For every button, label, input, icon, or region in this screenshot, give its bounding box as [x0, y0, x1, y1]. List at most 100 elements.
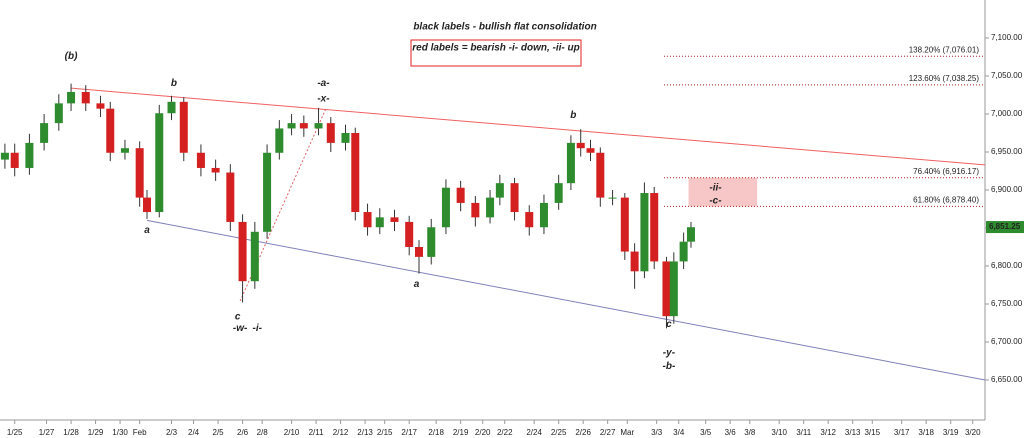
y-tick-label: 6,950.00	[991, 147, 1023, 156]
headline: black labels - bullish flat consolidatio…	[413, 22, 596, 33]
candle-body	[211, 167, 220, 173]
wave-label: -x-	[317, 93, 330, 104]
x-tick-label: 2/20	[475, 428, 491, 437]
x-tick-label: 1/27	[39, 428, 55, 437]
wave-label: c	[235, 312, 241, 323]
wave-label: b	[570, 110, 576, 121]
candle-body	[576, 142, 585, 149]
candle-body	[263, 152, 272, 232]
x-tick-label: Feb	[133, 428, 147, 437]
candle-body	[441, 187, 450, 228]
x-tick-label: 2/19	[453, 428, 469, 437]
candle-body	[120, 148, 129, 153]
trend-line	[146, 219, 986, 381]
candle-body	[405, 221, 414, 247]
y-tick-label: 7,100.00	[991, 33, 1023, 42]
candle-body	[363, 212, 372, 228]
candle-body	[106, 108, 115, 153]
candle-body	[299, 123, 308, 129]
y-tick-label: 6,800.00	[991, 261, 1023, 270]
x-tick-label: 3/8	[744, 428, 756, 437]
candle-body	[650, 193, 659, 262]
subheadline-box	[410, 39, 582, 67]
wave-label: a	[414, 279, 420, 290]
fib-label: 76.40% (6,916.17)	[913, 167, 979, 176]
wave-label: -ii-	[709, 182, 722, 193]
subheadline: red labels = bearish -i- down, -ii- up	[412, 43, 580, 54]
y-tick-label: 6,650.00	[991, 375, 1023, 384]
candle-body	[10, 152, 19, 168]
x-tick-label: 2/25	[551, 428, 567, 437]
candle-body	[640, 193, 649, 272]
fib-label: 61.80% (6,878.40)	[913, 196, 979, 205]
wave-label: -i-	[253, 323, 263, 334]
candle-body	[375, 217, 384, 228]
wave-label: -b-	[663, 361, 676, 372]
candle-body	[495, 183, 504, 198]
candle-body	[662, 261, 671, 317]
x-tick-label: 2/26	[575, 428, 591, 437]
x-tick-label: 3/18	[918, 428, 934, 437]
candle-body	[554, 183, 563, 203]
x-tick-label: 2/6	[237, 428, 249, 437]
x-tick-label: 2/8	[257, 428, 269, 437]
x-tick-label: 3/6	[725, 428, 737, 437]
wave-label: c	[666, 319, 672, 330]
candle-body	[510, 183, 519, 213]
candle-body	[596, 152, 605, 198]
candle-body	[456, 187, 465, 203]
candle-body	[630, 251, 639, 272]
x-tick-label: 2/13	[357, 428, 373, 437]
wave-label: -w-	[233, 323, 248, 334]
y-tick-label: 6,700.00	[991, 337, 1023, 346]
x-tick-label: 2/11	[309, 428, 325, 437]
candle-body	[238, 221, 247, 282]
x-tick-label: 3/4	[673, 428, 685, 437]
y-tick-label: 7,050.00	[991, 71, 1023, 80]
candle-body	[620, 197, 629, 252]
x-tick-label: 3/19	[943, 428, 959, 437]
candle-body	[0, 152, 9, 160]
x-tick-label: 2/10	[284, 428, 300, 437]
x-tick-label: 3/15	[864, 428, 880, 437]
candle-body	[143, 197, 152, 213]
candle-body	[167, 101, 176, 114]
candle-body	[287, 123, 296, 129]
candle-body	[96, 103, 105, 109]
y-tick-label: 7,000.00	[991, 109, 1023, 118]
trend-line	[239, 108, 327, 302]
x-tick-label: 3/10	[771, 428, 787, 437]
candle-body	[414, 247, 423, 257]
last-price-box	[986, 221, 1024, 234]
x-tick-label: 2/3	[166, 428, 178, 437]
candle-body	[341, 133, 350, 143]
x-tick-label: 2/12	[333, 428, 349, 437]
candle-body	[40, 123, 49, 143]
candle-body	[686, 227, 695, 242]
candle-body	[275, 128, 284, 153]
x-tick-label: Mar	[620, 428, 634, 437]
candle-body	[54, 103, 63, 124]
candle-body	[314, 123, 323, 129]
candle-body	[135, 148, 144, 198]
candle-body	[155, 113, 164, 213]
x-tick-label: 1/28	[63, 428, 79, 437]
candle-body	[566, 142, 575, 184]
x-tick-label: 1/25	[7, 428, 23, 437]
candle-body	[471, 202, 480, 218]
x-tick-label: 2/24	[526, 428, 542, 437]
x-tick-label: 2/15	[377, 428, 393, 437]
candle-body	[196, 152, 205, 168]
x-tick-label: 2/17	[401, 428, 417, 437]
trend-line	[71, 87, 986, 166]
x-tick-label: 3/17	[894, 428, 910, 437]
candle-body	[81, 91, 90, 104]
candle-body	[226, 172, 235, 222]
candle-body	[427, 227, 436, 257]
x-tick-label: 2/18	[428, 428, 444, 437]
candle-body	[669, 261, 678, 317]
candle-body	[390, 217, 399, 222]
candle-body	[25, 142, 34, 168]
candle-body	[525, 212, 534, 228]
y-tick-label: 6,750.00	[991, 299, 1023, 308]
